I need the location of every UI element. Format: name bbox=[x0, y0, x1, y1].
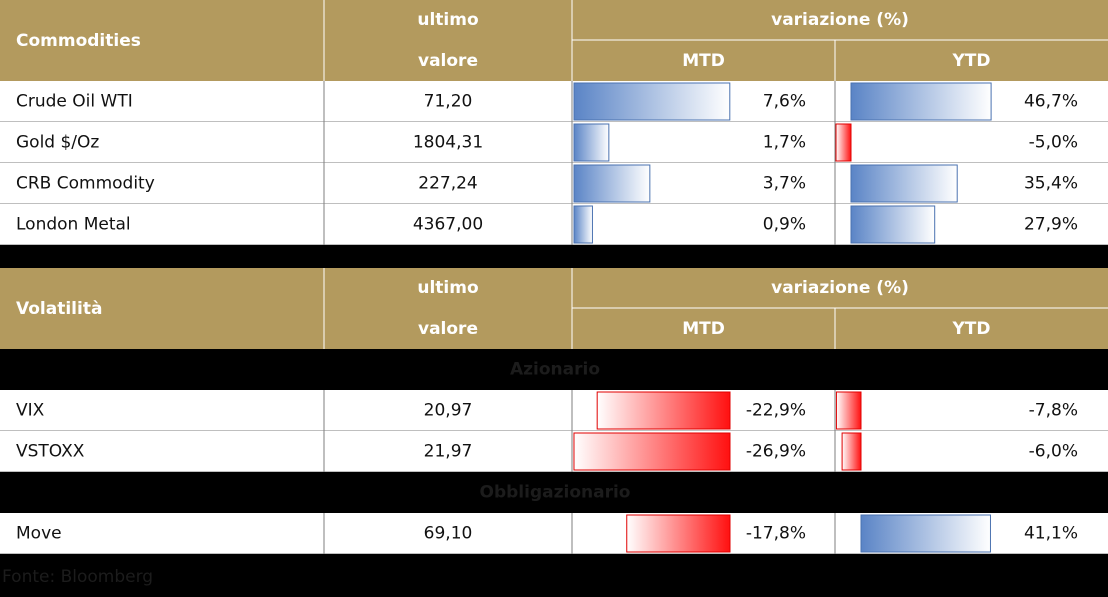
header-change: variazione (%) bbox=[771, 10, 909, 30]
row-last: 227,24 bbox=[418, 174, 477, 194]
row-name: VIX bbox=[16, 401, 45, 421]
group-label: Obbligazionario bbox=[480, 483, 631, 503]
row-last: 1804,31 bbox=[413, 133, 483, 153]
row-name: CRB Commodity bbox=[16, 174, 155, 194]
row-name: Move bbox=[16, 524, 62, 544]
footer: Fonte: Bloomberg bbox=[2, 567, 153, 587]
data-bar bbox=[850, 82, 992, 121]
row-bg bbox=[0, 122, 1108, 163]
row-ytd: -6,0% bbox=[1029, 442, 1078, 462]
header-change: variazione (%) bbox=[771, 278, 909, 298]
header-value: ultimo bbox=[417, 10, 478, 30]
row-last: 71,20 bbox=[424, 92, 473, 112]
row-ytd: -5,0% bbox=[1029, 133, 1078, 153]
row-ytd: 41,1% bbox=[1024, 524, 1078, 544]
data-bar bbox=[573, 82, 731, 121]
row-mtd: 3,7% bbox=[763, 174, 806, 194]
header-mtd: MTD bbox=[682, 51, 725, 71]
data-bar bbox=[573, 432, 731, 471]
row-mtd: 7,6% bbox=[763, 92, 806, 112]
row-bg bbox=[0, 204, 1108, 245]
data-bar bbox=[850, 205, 936, 244]
row-ytd: 35,4% bbox=[1024, 174, 1078, 194]
header-title: Commodities bbox=[16, 31, 141, 51]
row-name: Gold $/Oz bbox=[16, 133, 99, 153]
row-last: 20,97 bbox=[424, 401, 473, 421]
row-mtd: -17,8% bbox=[746, 524, 806, 544]
data-bar bbox=[835, 123, 852, 162]
row-name: Crude Oil WTI bbox=[16, 92, 133, 112]
data-bar bbox=[835, 391, 862, 430]
data-bar bbox=[573, 205, 593, 244]
data-bar bbox=[626, 514, 731, 553]
row-bg bbox=[0, 431, 1108, 472]
row-bg bbox=[0, 390, 1108, 431]
data-bar bbox=[573, 123, 610, 162]
row-ytd: 27,9% bbox=[1024, 215, 1078, 235]
header-value: valore bbox=[418, 319, 478, 339]
header-value: ultimo bbox=[417, 278, 478, 298]
row-mtd: 1,7% bbox=[763, 133, 806, 153]
row-last: 21,97 bbox=[424, 442, 473, 462]
group-label: Azionario bbox=[510, 360, 600, 380]
header-mtd: MTD bbox=[682, 319, 725, 339]
header-ytd: YTD bbox=[951, 319, 990, 339]
data-bar bbox=[573, 164, 651, 203]
data-bar bbox=[860, 514, 991, 553]
header-title: Volatilità bbox=[16, 299, 102, 319]
row-name: VSTOXX bbox=[16, 442, 85, 462]
data-bar bbox=[841, 432, 862, 471]
row-mtd: 0,9% bbox=[763, 215, 806, 235]
row-ytd: -7,8% bbox=[1029, 401, 1078, 421]
row-mtd: -26,9% bbox=[746, 442, 806, 462]
header-ytd: YTD bbox=[951, 51, 990, 71]
data-bar bbox=[850, 164, 958, 203]
row-last: 69,10 bbox=[424, 524, 473, 544]
row-mtd: -22,9% bbox=[746, 401, 806, 421]
header-value: valore bbox=[418, 51, 478, 71]
row-ytd: 46,7% bbox=[1024, 92, 1078, 112]
row-name: London Metal bbox=[16, 215, 131, 235]
row-last: 4367,00 bbox=[413, 215, 483, 235]
data-bar bbox=[596, 391, 731, 430]
